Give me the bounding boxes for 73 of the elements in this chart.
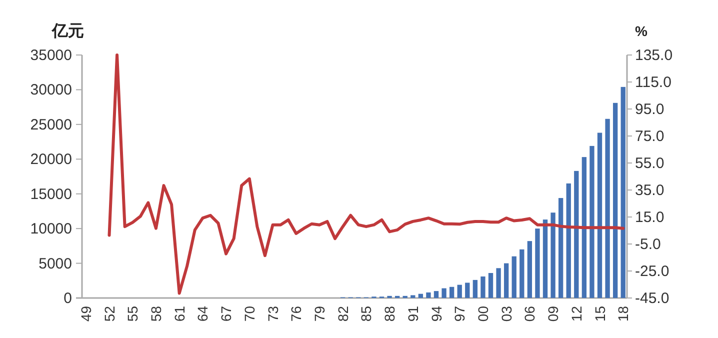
x-tick-label: 03 [498,306,514,322]
bar [620,86,626,298]
y-tick-label: 20000 [30,151,72,168]
x-tick-label: 76 [288,306,304,322]
x-tick-label: 58 [148,306,164,322]
x-tick-label: 15 [592,306,608,322]
y-tick-label: 10000 [30,220,72,238]
y2-tick-label: 35.0 [635,182,664,199]
x-tick-label: 49 [78,306,94,322]
bar [520,249,524,298]
bar [605,118,610,298]
y2-tick-label: 135.0 [635,47,673,64]
y-tick-label: 30000 [30,82,72,99]
x-tick-label: 85 [358,306,374,322]
bar [542,220,548,298]
y2-tick-label: -25.0 [635,263,670,280]
x-tick-label: 06 [522,306,538,322]
y-tick-label: 15000 [30,186,72,203]
y2-tick-label: 55.0 [635,155,664,172]
bar [558,198,564,298]
x-tick-label: 91 [404,306,421,322]
bar [480,276,486,298]
bar [410,295,416,298]
x-tick-label: 70 [241,306,258,322]
bar [574,170,579,298]
bar [527,241,532,298]
bar [488,273,494,298]
x-tick-label: 18 [615,306,632,322]
x-tick-label: 88 [382,306,398,322]
y2-tick-label: 115.0 [635,74,672,91]
bar [442,288,446,298]
x-tick-label: 82 [334,306,351,322]
y-tick-label: 5000 [38,255,72,272]
x-tick-label: 61 [171,306,188,322]
x-tick-label: 67 [218,306,234,322]
x-tick-label: 97 [452,306,468,322]
x-tick-label: 00 [474,306,491,322]
y-tick-label: 25000 [30,116,72,134]
x-tick-label: 64 [194,306,211,322]
bar [535,228,540,298]
bar [512,256,516,298]
y-tick-label: 0 [64,290,72,307]
x-tick-label: 52 [101,306,118,322]
bar [496,268,501,298]
bar [457,284,462,298]
x-tick-label: 09 [545,306,562,322]
x-tick-label: 94 [428,306,444,322]
y2-tick-label: -45.0 [635,290,670,307]
x-tick-label: 12 [568,306,584,322]
y2-tick-label: 15.0 [635,209,664,226]
y2-tick-label: 95.0 [635,101,664,118]
bar [449,286,454,298]
y2-tick-label: -5.0 [635,236,661,253]
bar [418,294,424,298]
x-tick-label: 73 [264,306,281,322]
line-series [108,54,625,295]
bar [472,280,478,298]
y2-axis-title: % [635,23,648,39]
bar [550,212,556,298]
x-tick-label: 55 [124,306,141,322]
y-tick-label: 35000 [30,47,72,64]
y2-tick-label: 75.0 [635,128,664,145]
bar [590,146,594,298]
bar [597,132,602,298]
bar [566,183,571,298]
bar [434,291,439,298]
bar [504,263,509,298]
y-axis-title: 亿元 [51,22,84,40]
bar [582,157,587,298]
x-tick-label: 79 [311,306,328,322]
bar [465,282,470,298]
bar [612,102,618,298]
bar [426,292,431,298]
